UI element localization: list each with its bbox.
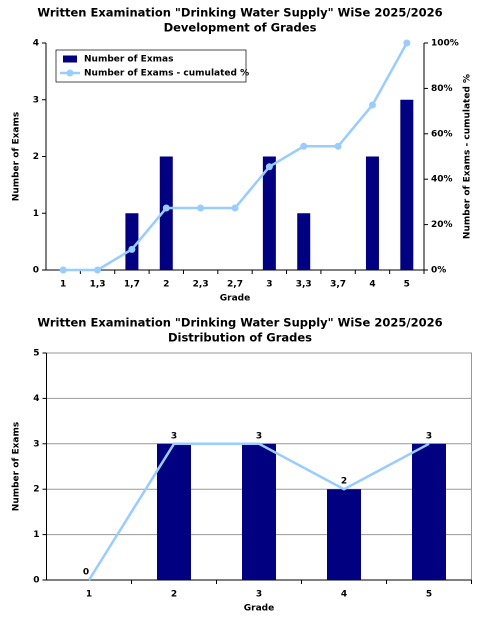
y-tick-label: 0 xyxy=(33,576,39,586)
bar xyxy=(327,489,361,580)
x-tick-label: 4 xyxy=(341,590,347,600)
y-tick-label: 1 xyxy=(33,530,39,540)
y2-tick-label: 100% xyxy=(431,39,459,49)
data-label: 2 xyxy=(341,477,347,487)
x-tick-label: 2 xyxy=(163,280,169,290)
x-tick-label: 2,7 xyxy=(227,280,243,290)
chart-subtitle: Development of Grades xyxy=(164,21,317,35)
y2-tick-label: 60% xyxy=(431,129,453,139)
legend-swatch xyxy=(63,55,77,63)
x-tick-label: 1 xyxy=(86,590,92,600)
bar xyxy=(262,156,276,270)
y-tick-label: 4 xyxy=(33,39,39,49)
marker xyxy=(403,39,411,47)
marker xyxy=(368,101,376,109)
chart-subtitle: Distribution of Grades xyxy=(168,331,312,345)
y-tick-label: 5 xyxy=(33,349,39,359)
y2-axis-label: Number of Exams - cumulated % xyxy=(463,74,473,239)
marker xyxy=(197,204,205,212)
y-tick-label: 4 xyxy=(33,394,39,404)
data-label: 3 xyxy=(426,431,432,441)
chart-title: Written Examination "Drinking Water Supp… xyxy=(37,6,442,20)
x-tick-label: 1,7 xyxy=(124,280,140,290)
legend-label: Number of Exmas xyxy=(84,55,173,65)
bar xyxy=(297,213,311,270)
y-tick-label: 3 xyxy=(33,439,39,449)
x-axis-label: Grade xyxy=(220,294,250,304)
legend-label: Number of Exams - cumulated % xyxy=(84,69,249,79)
marker xyxy=(94,266,102,274)
marker xyxy=(128,245,136,253)
x-tick-label: 2 xyxy=(171,590,177,600)
bar xyxy=(242,443,276,580)
x-tick-label: 3,3 xyxy=(296,280,312,290)
x-tick-label: 3 xyxy=(256,590,262,600)
bar xyxy=(125,213,139,270)
y-tick-label: 2 xyxy=(33,152,39,162)
y-tick-label: 3 xyxy=(33,95,39,105)
x-tick-label: 1,3 xyxy=(90,280,106,290)
x-tick-label: 1 xyxy=(60,280,66,290)
x-tick-label: 4 xyxy=(369,280,375,290)
x-tick-label: 5 xyxy=(426,590,432,600)
y2-tick-label: 0% xyxy=(431,266,446,276)
x-axis-label: Grade xyxy=(244,604,274,614)
y-tick-label: 0 xyxy=(33,266,39,276)
bar xyxy=(365,156,379,270)
legend-marker xyxy=(66,69,74,77)
x-tick-label: 3 xyxy=(266,280,272,290)
y2-tick-label: 80% xyxy=(431,84,453,94)
marker xyxy=(334,142,342,150)
marker xyxy=(300,142,308,150)
marker xyxy=(162,204,170,212)
data-label: 3 xyxy=(171,431,177,441)
bar xyxy=(159,156,173,270)
bar xyxy=(157,443,191,580)
x-tick-label: 2,3 xyxy=(193,280,209,290)
y2-tick-label: 40% xyxy=(431,175,453,185)
line xyxy=(87,442,430,581)
marker xyxy=(231,204,239,212)
bar xyxy=(400,99,414,270)
marker xyxy=(59,266,67,274)
marker xyxy=(265,163,273,171)
x-tick-label: 5 xyxy=(404,280,410,290)
x-tick-label: 3,7 xyxy=(330,280,346,290)
data-label: 0 xyxy=(83,568,89,578)
y-tick-label: 2 xyxy=(33,485,39,495)
y2-tick-label: 20% xyxy=(431,220,453,230)
y-axis-label: Number of Exams xyxy=(12,112,22,201)
chart-title: Written Examination "Drinking Water Supp… xyxy=(37,316,442,330)
y-tick-label: 1 xyxy=(33,209,39,219)
legend-box xyxy=(55,49,247,83)
y-axis-label: Number of Exams xyxy=(12,422,22,511)
bar xyxy=(412,443,446,580)
data-label: 3 xyxy=(256,431,262,441)
